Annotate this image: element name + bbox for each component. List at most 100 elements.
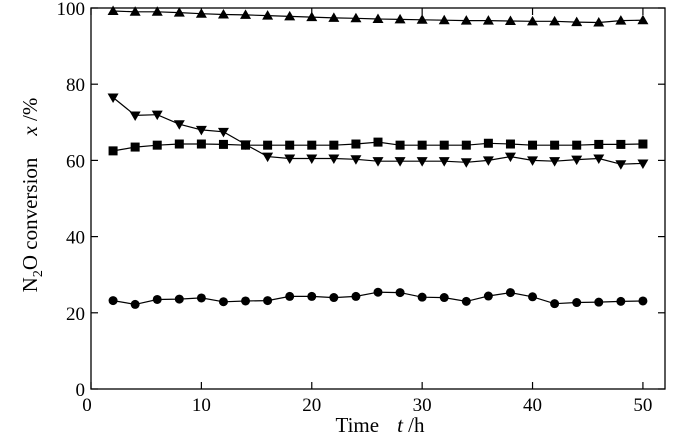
y-axis-title-prefix: N [18,277,42,292]
data-point [615,15,627,25]
data-point [350,155,362,165]
y-axis-title: N2O conversion x /% [18,98,46,293]
data-point [637,159,649,169]
data-point [107,5,119,16]
data-point [328,154,340,164]
data-point [572,140,582,150]
data-point [372,13,384,24]
data-point [394,157,406,167]
data-point [241,296,251,306]
y-axis-title-suffix: O conversion [18,157,42,270]
data-point [638,139,648,149]
data-point [108,146,118,156]
data-point [461,140,471,150]
data-point [130,142,140,152]
data-point [329,140,339,150]
data-point [593,154,605,164]
data-point [195,125,207,136]
data-point [350,12,362,23]
data-point [173,7,185,17]
data-point [152,140,162,150]
y-tick-label: 40 [66,228,85,249]
data-point [217,127,229,138]
data-point [594,297,604,307]
data-point [549,157,561,167]
data-point [152,294,162,304]
data-point [195,8,207,18]
series-circle [108,287,648,309]
data-point [173,120,185,130]
data-point [329,293,339,303]
data-point [262,152,274,163]
data-point [394,13,406,24]
data-point [615,160,627,170]
data-point [571,155,583,166]
y-tick-label: 80 [66,75,85,96]
data-point [417,140,427,150]
data-point [417,292,427,302]
data-point [439,140,449,150]
y-tick-label: 60 [66,151,85,172]
y-tick-label: 0 [76,380,86,401]
data-point [505,139,515,149]
x-axis-title-text: Time [335,413,379,437]
data-point [174,294,184,304]
data-point [638,296,648,306]
x-tick-label: 50 [633,395,652,416]
y-tick-label: 20 [66,304,85,325]
data-point [218,139,228,149]
data-point [483,291,493,301]
x-tick-label: 30 [413,395,432,416]
data-point [439,293,449,303]
data-point [528,140,538,150]
data-point [593,16,605,27]
data-point [285,291,295,301]
y-axis-symbol: x [18,126,42,137]
x-axis-title: Time t /h [335,413,425,437]
data-point [351,139,361,149]
data-point [307,140,317,150]
data-point [151,110,163,121]
data-point [130,299,140,309]
data-point [572,298,582,308]
x-tick-label: 10 [192,395,211,416]
data-point [108,296,118,306]
data-point [217,8,229,19]
data-point [505,288,515,298]
y-axis-unit: /% [18,98,42,127]
data-point [263,296,273,306]
data-point [306,11,318,22]
data-point [483,138,493,148]
data-point [373,287,383,297]
y-axis-title-subscript: 2 [31,270,46,277]
data-point [285,140,295,150]
data-point [307,291,317,301]
data-point [549,15,561,26]
data-point [416,157,428,167]
data-point [240,9,252,19]
data-point [306,154,318,164]
data-point [263,140,273,150]
data-point [174,139,184,149]
data-point [372,157,384,167]
data-point [460,15,472,25]
series-line [112,97,643,165]
data-point [528,292,538,302]
data-point [151,6,163,16]
data-point [328,12,340,22]
data-point [527,156,539,166]
data-point [637,14,649,25]
x-axis-unit: /h [403,413,425,437]
data-point [616,139,626,149]
y-tick-label: 100 [57,0,86,20]
data-point [504,152,516,163]
data-point [460,158,472,168]
data-point [550,140,560,150]
data-point [241,140,251,150]
data-point [616,296,626,306]
data-point [438,14,450,25]
data-point [438,157,450,167]
data-point [129,111,141,121]
axes-layer [90,7,666,390]
